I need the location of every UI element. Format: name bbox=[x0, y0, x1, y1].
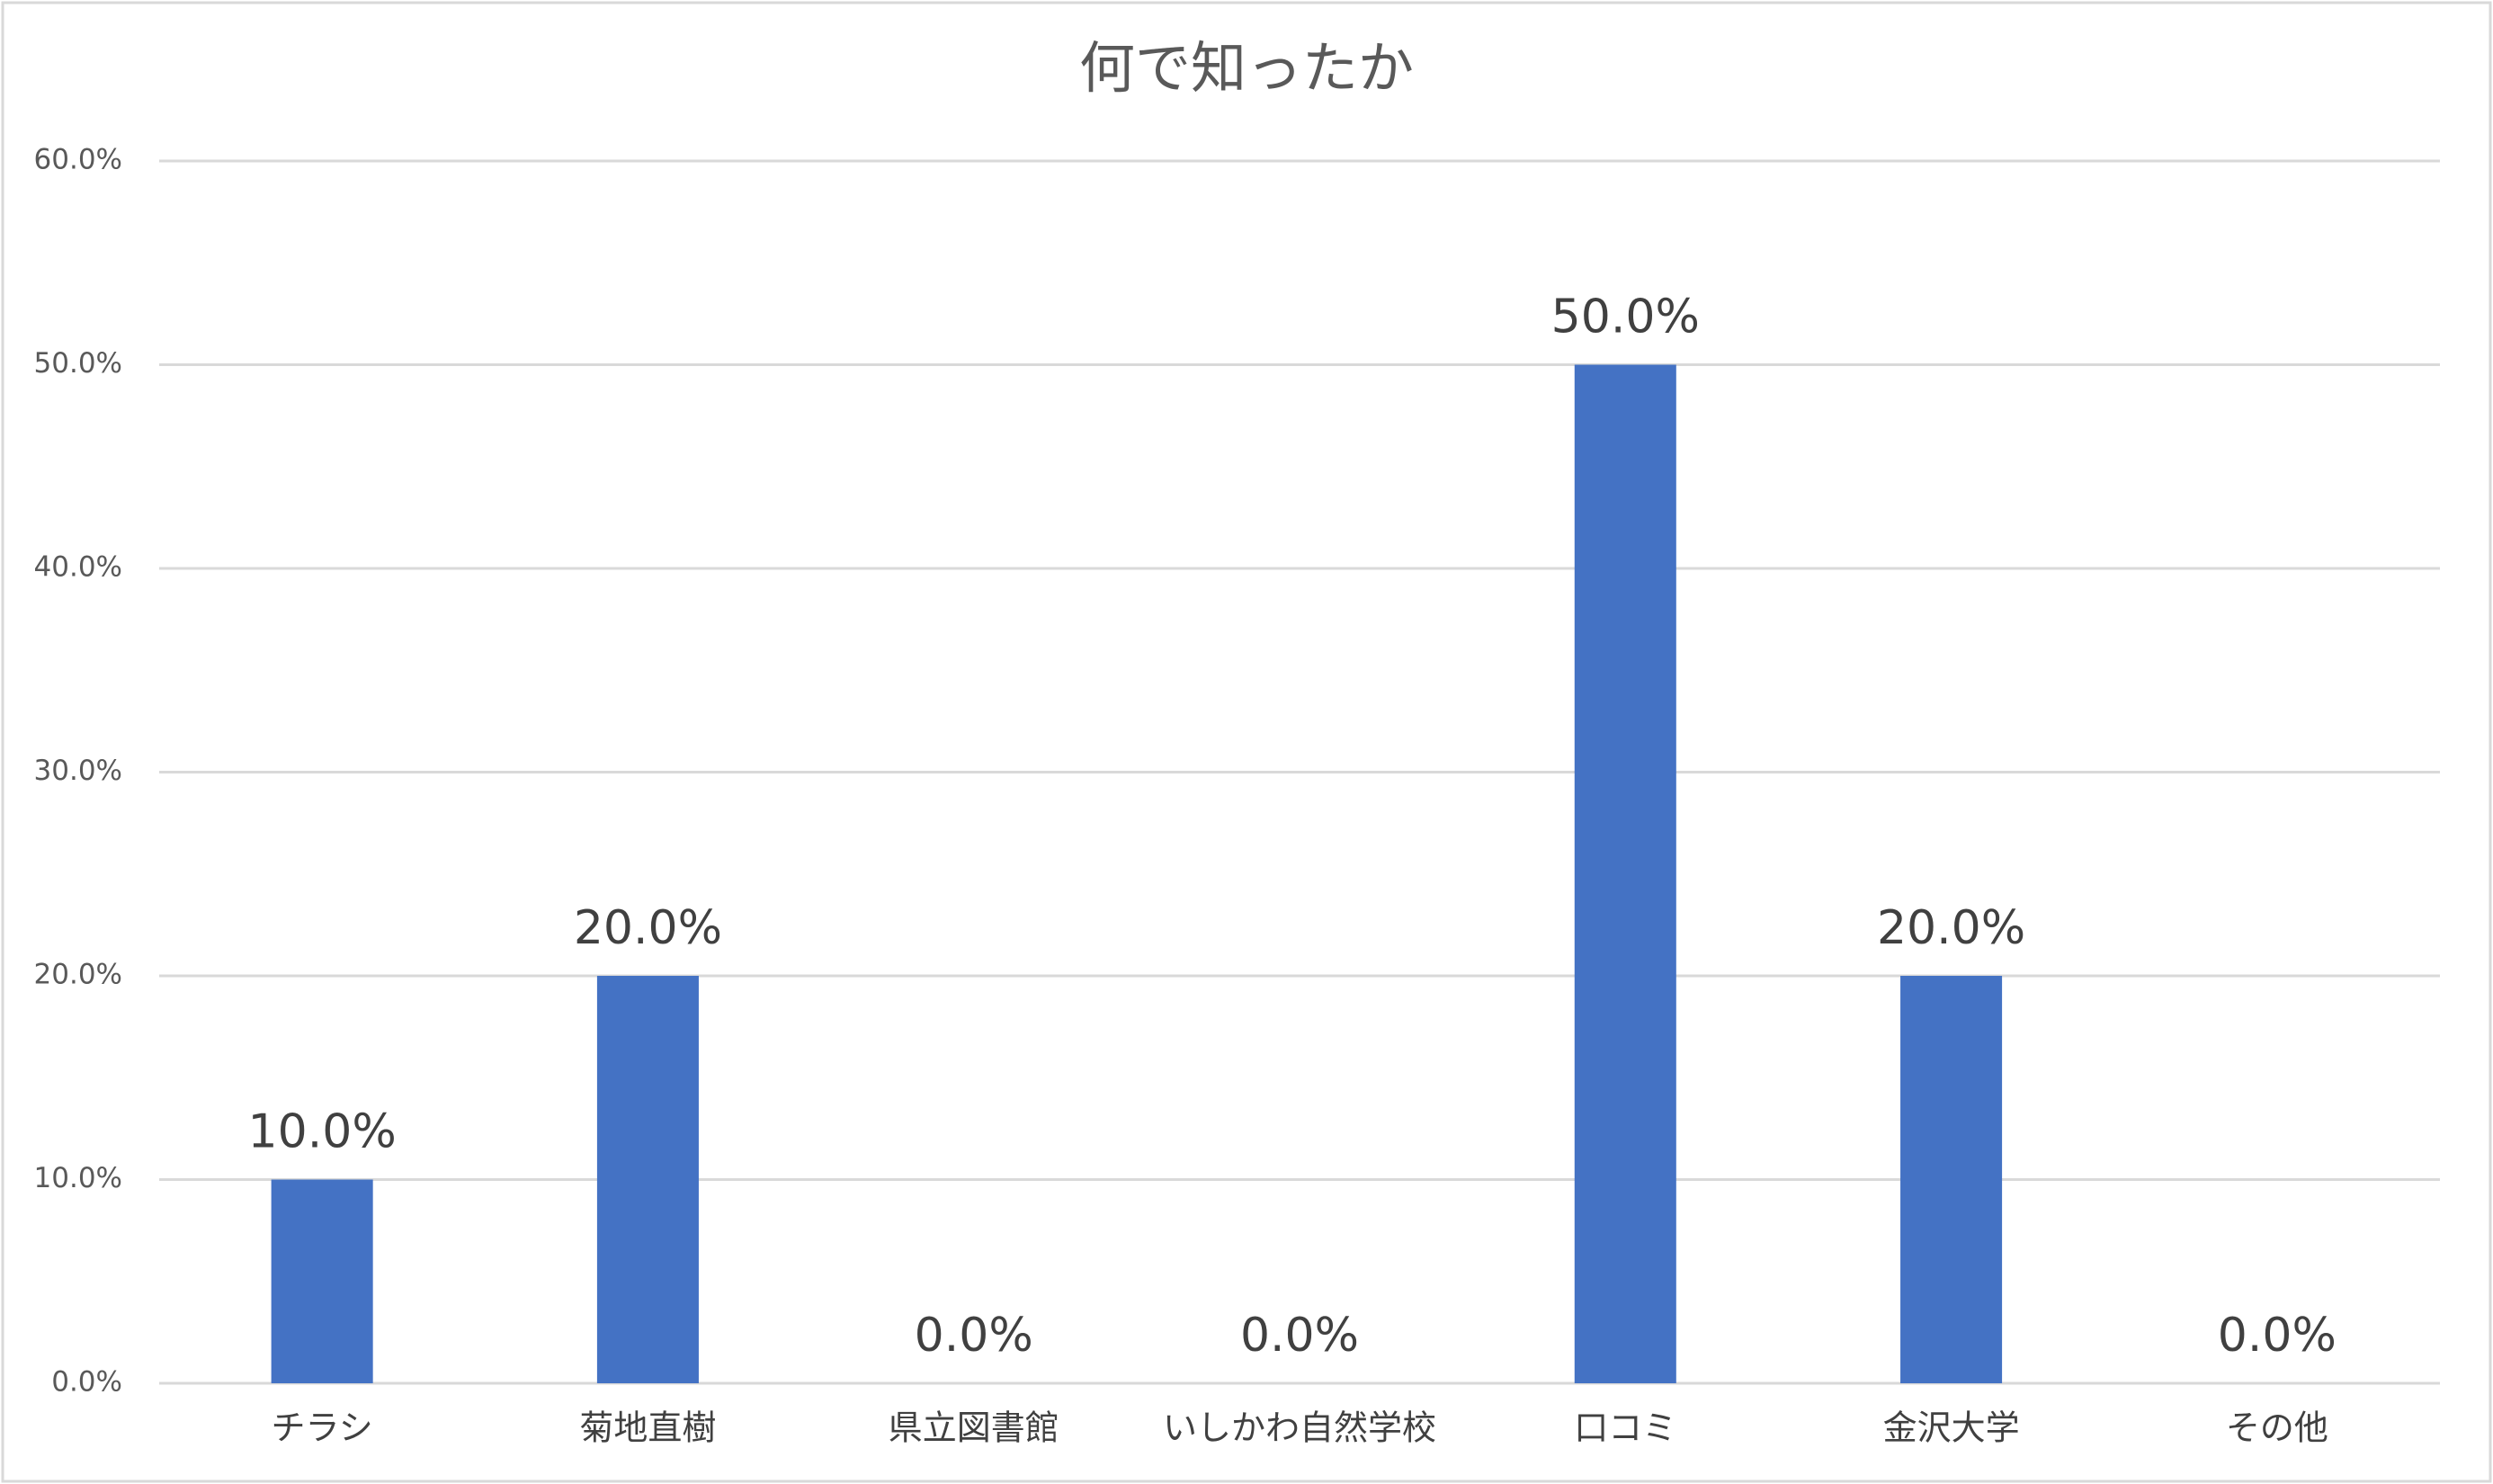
x-tick-label: その他 bbox=[2226, 1408, 2328, 1448]
data-label: 20.0% bbox=[574, 901, 722, 955]
y-tick-label: 10.0% bbox=[34, 1162, 122, 1194]
x-tick-label: 県立図書館 bbox=[889, 1408, 1059, 1448]
y-tick-label: 40.0% bbox=[34, 551, 122, 584]
x-tick-label: 口コミ bbox=[1574, 1408, 1676, 1448]
y-tick-label: 50.0% bbox=[34, 347, 122, 380]
y-tick-label: 60.0% bbox=[34, 144, 122, 176]
data-label: 20.0% bbox=[1877, 901, 2025, 955]
y-tick-label: 0.0% bbox=[51, 1366, 122, 1399]
data-label: 10.0% bbox=[248, 1105, 397, 1159]
chart-title: 何で知ったか bbox=[1079, 35, 1414, 101]
bar bbox=[271, 1179, 373, 1383]
x-tick-label: 金沢大学 bbox=[1883, 1408, 2020, 1448]
bar bbox=[1574, 364, 1676, 1383]
x-tick-label: チラシ bbox=[272, 1408, 373, 1448]
y-tick-label: 30.0% bbox=[34, 755, 122, 787]
y-tick-label: 20.0% bbox=[34, 959, 122, 991]
bar bbox=[596, 976, 699, 1383]
bar bbox=[1900, 976, 2003, 1383]
data-label: 0.0% bbox=[2218, 1309, 2337, 1363]
data-label: 0.0% bbox=[1240, 1309, 1359, 1363]
x-tick-label: 菊地直樹 bbox=[579, 1408, 716, 1448]
data-label: 0.0% bbox=[915, 1309, 1033, 1363]
data-label: 50.0% bbox=[1551, 291, 1700, 344]
x-tick-label: いしかわ自然学校 bbox=[1163, 1408, 1436, 1448]
